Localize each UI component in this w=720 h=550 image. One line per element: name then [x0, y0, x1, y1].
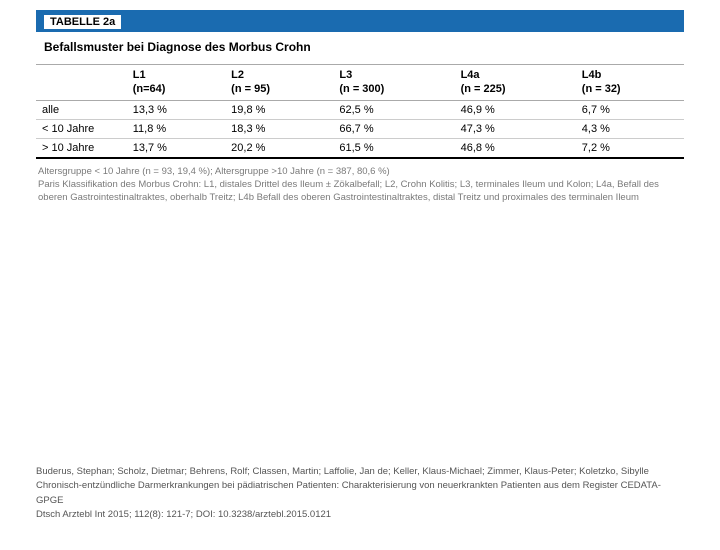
table-footnote: Altersgruppe < 10 Jahre (n = 93, 19,4 %)…: [36, 159, 684, 205]
table-row: alle 13,3 % 19,8 % 62,5 % 46,9 % 6,7 %: [36, 100, 684, 119]
col-l4a: L4a(n = 225): [455, 65, 576, 101]
table-header-bar: TABELLE 2a: [36, 10, 684, 32]
citation-title: Chronisch-entzündliche Darmerkrankungen …: [36, 479, 684, 508]
row-label: < 10 Jahre: [36, 119, 127, 138]
col-l3: L3(n = 300): [333, 65, 454, 101]
data-table: L1(n=64) L2(n = 95) L3(n = 300) L4a(n = …: [36, 64, 684, 158]
col-l2: L2(n = 95): [225, 65, 333, 101]
table-box: TABELLE 2a Befallsmuster bei Diagnose de…: [36, 10, 684, 159]
citation-authors: Buderus, Stephan; Scholz, Dietmar; Behre…: [36, 465, 684, 479]
citation-block: Buderus, Stephan; Scholz, Dietmar; Behre…: [36, 465, 684, 522]
col-l4b: L4b(n = 32): [576, 65, 684, 101]
table-title: Befallsmuster bei Diagnose des Morbus Cr…: [36, 32, 684, 64]
table-number-badge: TABELLE 2a: [44, 15, 121, 29]
col-l1: L1(n=64): [127, 65, 225, 101]
table-header-row: L1(n=64) L2(n = 95) L3(n = 300) L4a(n = …: [36, 65, 684, 101]
row-label: > 10 Jahre: [36, 138, 127, 157]
table-row: > 10 Jahre 13,7 % 20,2 % 61,5 % 46,8 % 7…: [36, 138, 684, 157]
citation-source: Dtsch Arztebl Int 2015; 112(8): 121-7; D…: [36, 508, 684, 522]
table-row: < 10 Jahre 11,8 % 18,3 % 66,7 % 47,3 % 4…: [36, 119, 684, 138]
row-label: alle: [36, 100, 127, 119]
table-container: TABELLE 2a Befallsmuster bei Diagnose de…: [36, 10, 684, 204]
